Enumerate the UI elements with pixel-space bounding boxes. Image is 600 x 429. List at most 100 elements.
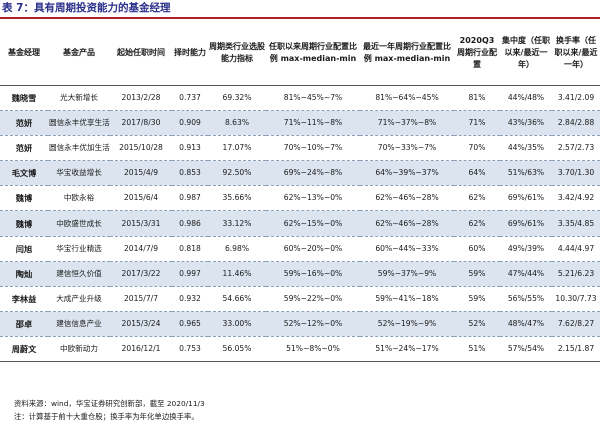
cell-q3: 81% [454, 85, 500, 112]
cell-start-date: 2015/7/7 [110, 286, 172, 312]
cell-manager: 闫旭 [0, 236, 48, 262]
table-row: 范妍 圆信永丰优加生活 2015/10/28 0.913 17.07% 70%~… [0, 135, 600, 162]
cell-since-tenure: 59%~22%~0% [266, 286, 360, 312]
cell-concentration: 44%/48% [500, 85, 552, 112]
header-concentration: 集中度（任职以来/最近一年） [500, 21, 552, 86]
cell-last-year: 60%~44%~33% [360, 236, 454, 262]
cell-start-date: 2013/2/28 [110, 85, 172, 112]
table-row: 陶灿 建信恒久价值 2017/3/22 0.997 11.46% 59%~16%… [0, 261, 600, 287]
cell-since-tenure: 70%~10%~7% [266, 135, 360, 162]
cell-since-tenure: 71%~11%~8% [266, 110, 360, 137]
cell-last-year: 81%~64%~45% [360, 85, 454, 112]
cell-concentration: 48%/47% [500, 311, 552, 337]
cell-since-tenure: 81%~45%~7% [266, 85, 360, 112]
cell-turnover: 5.21/6.23 [552, 261, 600, 287]
cell-start-date: 2015/3/24 [110, 311, 172, 337]
cell-manager: 毛文博 [0, 160, 48, 187]
cell-product: 圆信永丰优加生活 [48, 135, 110, 162]
table-notes: 资料来源：wind，华宝证券研究创新部，截至 2020/11/3 注：计算基于前… [14, 397, 205, 423]
cell-manager: 周蔚文 [0, 336, 48, 363]
header-start-date: 起始任职时间 [110, 21, 172, 86]
cell-start-date: 2017/3/22 [110, 261, 172, 287]
cell-last-year: 51%~24%~17% [360, 336, 454, 363]
cell-since-tenure: 62%~13%~0% [266, 185, 360, 212]
cell-q3: 64% [454, 160, 500, 187]
cell-concentration: 51%/63% [500, 160, 552, 187]
header-timing: 择时能力 [172, 21, 208, 86]
cell-start-date: 2016/12/1 [110, 336, 172, 363]
cell-manager: 魏晓雪 [0, 85, 48, 112]
cell-turnover: 10.30/7.73 [552, 286, 600, 312]
header-since-tenure: 任职以来周期行业配置比例 max-median-min [266, 21, 360, 86]
header-last-year: 最近一年周期行业配置比例 max-median-min [360, 21, 454, 86]
remark-note: 注：计算基于前十大重仓股；换手率为年化单边换手率。 [14, 412, 199, 421]
cell-concentration: 69%/61% [500, 185, 552, 212]
table-row: 李林益 大成产业升级 2015/7/7 0.932 54.66% 59%~22%… [0, 286, 600, 312]
table-row: 毛文博 华宝收益增长 2015/4/9 0.853 92.50% 69%~24%… [0, 160, 600, 187]
cell-concentration: 56%/55% [500, 286, 552, 312]
header-row: 基金经理 基金产品 起始任职时间 择时能力 周期类行业选股能力指标 任职以来周期… [0, 21, 600, 86]
header-selection: 周期类行业选股能力指标 [208, 21, 266, 86]
cell-turnover: 2.57/2.73 [552, 135, 600, 162]
cell-concentration: 47%/44% [500, 261, 552, 287]
cell-manager: 魏博 [0, 210, 48, 237]
cell-q3: 62% [454, 210, 500, 237]
cell-turnover: 2.15/1.87 [552, 336, 600, 363]
cell-selection: 35.66% [208, 185, 266, 212]
cell-start-date: 2015/6/4 [110, 185, 172, 212]
table-row: 魏博 中欧盛世成长 2015/3/31 0.986 33.12% 62%~15%… [0, 210, 600, 237]
cell-since-tenure: 69%~24%~8% [266, 160, 360, 187]
cell-selection: 92.50% [208, 160, 266, 187]
cell-last-year: 62%~46%~28% [360, 210, 454, 237]
cell-product: 建信恒久价值 [48, 261, 110, 287]
cell-q3: 60% [454, 236, 500, 262]
cell-concentration: 49%/39% [500, 236, 552, 262]
cell-timing: 0.965 [172, 311, 208, 337]
cell-turnover: 7.62/8.27 [552, 311, 600, 337]
cell-last-year: 71%~37%~8% [360, 110, 454, 137]
cell-timing: 0.997 [172, 261, 208, 287]
header-turnover: 换手率（任职以来/最近一年） [552, 21, 600, 86]
table-row: 魏晓雪 光大新增长 2013/2/28 0.737 69.32% 81%~45%… [0, 85, 600, 112]
source-note: 资料来源：wind，华宝证券研究创新部，截至 2020/11/3 [14, 399, 205, 408]
cell-selection: 33.12% [208, 210, 266, 237]
cell-timing: 0.909 [172, 110, 208, 137]
table-row: 范妍 圆信永丰优享生活 2017/8/30 0.909 8.63% 71%~11… [0, 110, 600, 137]
cell-since-tenure: 52%~12%~0% [266, 311, 360, 337]
cell-since-tenure: 51%~8%~0% [266, 336, 360, 363]
table-row: 闫旭 华宝行业精选 2014/7/9 0.818 6.98% 60%~20%~0… [0, 236, 600, 262]
cell-last-year: 62%~46%~28% [360, 185, 454, 212]
cell-since-tenure: 62%~15%~0% [266, 210, 360, 237]
cell-product: 中欧新动力 [48, 336, 110, 363]
fund-manager-table: 基金经理 基金产品 起始任职时间 择时能力 周期类行业选股能力指标 任职以来周期… [0, 21, 600, 363]
cell-concentration: 69%/61% [500, 210, 552, 237]
cell-selection: 56.05% [208, 336, 266, 363]
cell-selection: 17.07% [208, 135, 266, 162]
cell-manager: 李林益 [0, 286, 48, 312]
cell-selection: 6.98% [208, 236, 266, 262]
cell-since-tenure: 59%~16%~0% [266, 261, 360, 287]
cell-q3: 62% [454, 185, 500, 212]
table-row: 周蔚文 中欧新动力 2016/12/1 0.753 56.05% 51%~8%~… [0, 336, 600, 363]
cell-q3: 59% [454, 261, 500, 287]
cell-start-date: 2014/7/9 [110, 236, 172, 262]
cell-manager: 范妍 [0, 135, 48, 162]
cell-turnover: 4.44/4.97 [552, 236, 600, 262]
cell-timing: 0.932 [172, 286, 208, 312]
cell-q3: 52% [454, 311, 500, 337]
cell-last-year: 59%~37%~9% [360, 261, 454, 287]
cell-selection: 33.00% [208, 311, 266, 337]
header-product: 基金产品 [48, 21, 110, 86]
cell-turnover: 3.41/2.09 [552, 85, 600, 112]
cell-since-tenure: 60%~20%~0% [266, 236, 360, 262]
cell-timing: 0.818 [172, 236, 208, 262]
cell-product: 中欧盛世成长 [48, 210, 110, 237]
cell-manager: 邵卓 [0, 311, 48, 337]
cell-selection: 54.66% [208, 286, 266, 312]
cell-turnover: 3.70/1.30 [552, 160, 600, 187]
cell-timing: 0.737 [172, 85, 208, 112]
cell-q3: 59% [454, 286, 500, 312]
cell-q3: 70% [454, 135, 500, 162]
cell-start-date: 2015/4/9 [110, 160, 172, 187]
cell-q3: 71% [454, 110, 500, 137]
